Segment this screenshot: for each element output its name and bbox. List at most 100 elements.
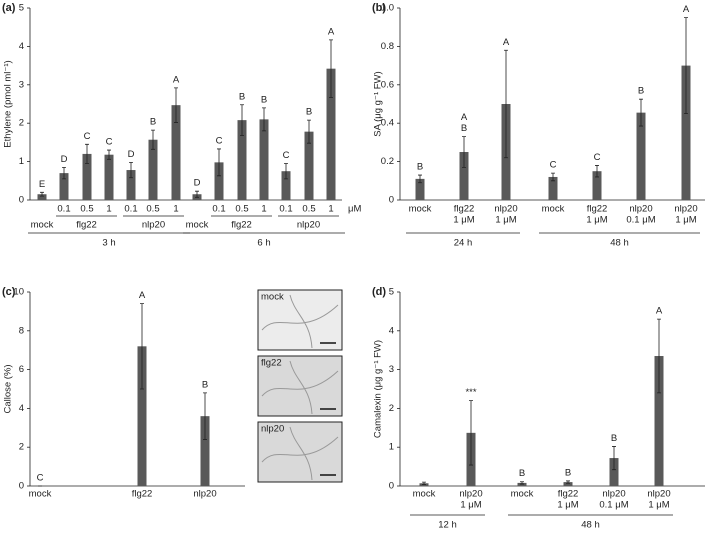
timepoint-label: 48 h — [610, 238, 629, 249]
x-tick-label: 0.1 — [124, 204, 137, 215]
significance-letter: C — [106, 137, 113, 148]
significance-letter: B — [638, 86, 644, 97]
y-tick-label: 3 — [19, 79, 24, 90]
error-bar — [504, 49, 508, 159]
dose-unit: μM — [348, 204, 361, 215]
x-tick-label: 0.5 — [80, 204, 93, 215]
micrograph-texture — [261, 294, 339, 349]
significance-letter: C — [594, 152, 601, 163]
y-tick-label: 2 — [389, 403, 394, 414]
error-bar — [462, 136, 466, 168]
x-tick-label: 0.1 μM — [626, 215, 655, 226]
y-tick-label: 0 — [19, 195, 24, 206]
significance-letter: *** — [465, 387, 476, 398]
error-bar — [107, 149, 111, 160]
y-tick-label: 1 — [389, 442, 394, 453]
y-tick-label: 1.0 — [381, 3, 394, 14]
x-tick-label: mock — [413, 489, 436, 500]
bar — [171, 105, 181, 200]
bar — [59, 173, 69, 200]
significance-letter: D — [128, 149, 135, 160]
error-bar — [657, 318, 661, 394]
x-tick-label: 1 μM — [495, 215, 516, 226]
bar — [126, 170, 136, 200]
error-bar — [418, 174, 422, 184]
y-tick-label: 0.6 — [381, 79, 394, 90]
significance-letter: B — [306, 107, 312, 118]
significance-letter: D — [194, 178, 201, 189]
error-bar — [329, 39, 333, 98]
bar — [681, 65, 691, 200]
error-bar — [240, 104, 244, 136]
significance-letter: B — [202, 379, 208, 390]
significance-letter: B — [461, 123, 467, 134]
x-tick-label: 0.5 — [302, 204, 315, 215]
x-tick-label: flg22 — [587, 204, 608, 215]
group-label: mock — [186, 220, 209, 231]
error-bar — [284, 163, 288, 180]
significance-letter: C — [283, 150, 290, 161]
significance-letter: A — [139, 290, 146, 301]
significance-letter: A — [503, 37, 510, 48]
timepoint-label: 24 h — [454, 238, 473, 249]
y-tick-label: 2 — [19, 442, 24, 453]
error-bar — [140, 303, 144, 390]
x-tick-label: mock — [409, 204, 432, 215]
x-tick-label: nlp20 — [629, 204, 652, 215]
bar — [37, 194, 47, 200]
significance-letter: C — [37, 473, 44, 484]
significance-letter: E — [39, 179, 45, 190]
error-bar — [595, 165, 599, 178]
x-tick-label: nlp20 — [647, 489, 670, 500]
x-tick-label: 1 — [106, 204, 111, 215]
y-tick-label: 10 — [13, 287, 24, 298]
y-tick-label: 5 — [19, 3, 24, 14]
significance-letter: A — [656, 306, 663, 317]
error-bar — [520, 481, 524, 485]
x-tick-label: flg22 — [454, 204, 475, 215]
significance-letter: D — [61, 154, 68, 165]
y-tick-label: 2 — [19, 118, 24, 129]
timepoint-label: 3 h — [102, 238, 115, 249]
x-tick-label: 1 μM — [557, 500, 578, 511]
x-tick-label: flg22 — [132, 489, 153, 500]
y-tick-label: 4 — [19, 41, 24, 52]
error-bar — [174, 87, 178, 123]
bar — [200, 416, 210, 486]
y-tick-label: 6 — [19, 364, 24, 375]
error-bar — [151, 129, 155, 150]
micrograph — [257, 355, 343, 417]
bar — [237, 120, 247, 200]
error-bar — [195, 190, 199, 198]
x-tick-label: 1 μM — [675, 215, 696, 226]
group-label: nlp20 — [297, 220, 320, 231]
y-tick-label: 0 — [19, 481, 24, 492]
error-bar — [684, 17, 688, 114]
error-bar — [422, 481, 426, 485]
panel-label: (b) — [372, 2, 386, 14]
error-bar — [551, 172, 555, 182]
panel-label: (a) — [2, 2, 16, 14]
bar — [636, 112, 646, 200]
x-tick-label: 0.5 — [146, 204, 159, 215]
y-axis-label: SA (μg g⁻¹ FW) — [373, 71, 384, 136]
x-tick-label: nlp20 — [459, 489, 482, 500]
significance-letter: B — [565, 467, 571, 478]
bar — [563, 482, 573, 486]
bar — [326, 68, 336, 200]
error-bar — [469, 400, 473, 466]
significance-letter: C — [216, 135, 223, 146]
y-tick-label: 8 — [19, 325, 24, 336]
micrograph-label: mock — [261, 292, 284, 303]
y-tick-label: 5 — [389, 287, 394, 298]
x-tick-label: flg22 — [558, 489, 579, 500]
bar — [148, 139, 158, 200]
micrograph — [257, 289, 343, 351]
micrograph — [257, 421, 343, 483]
bar — [104, 154, 114, 200]
significance-letter: B — [150, 117, 156, 128]
bar — [259, 119, 269, 200]
error-bar — [612, 446, 616, 471]
x-tick-label: 0.1 μM — [599, 500, 628, 511]
y-axis-label: Callose (%) — [3, 364, 14, 413]
